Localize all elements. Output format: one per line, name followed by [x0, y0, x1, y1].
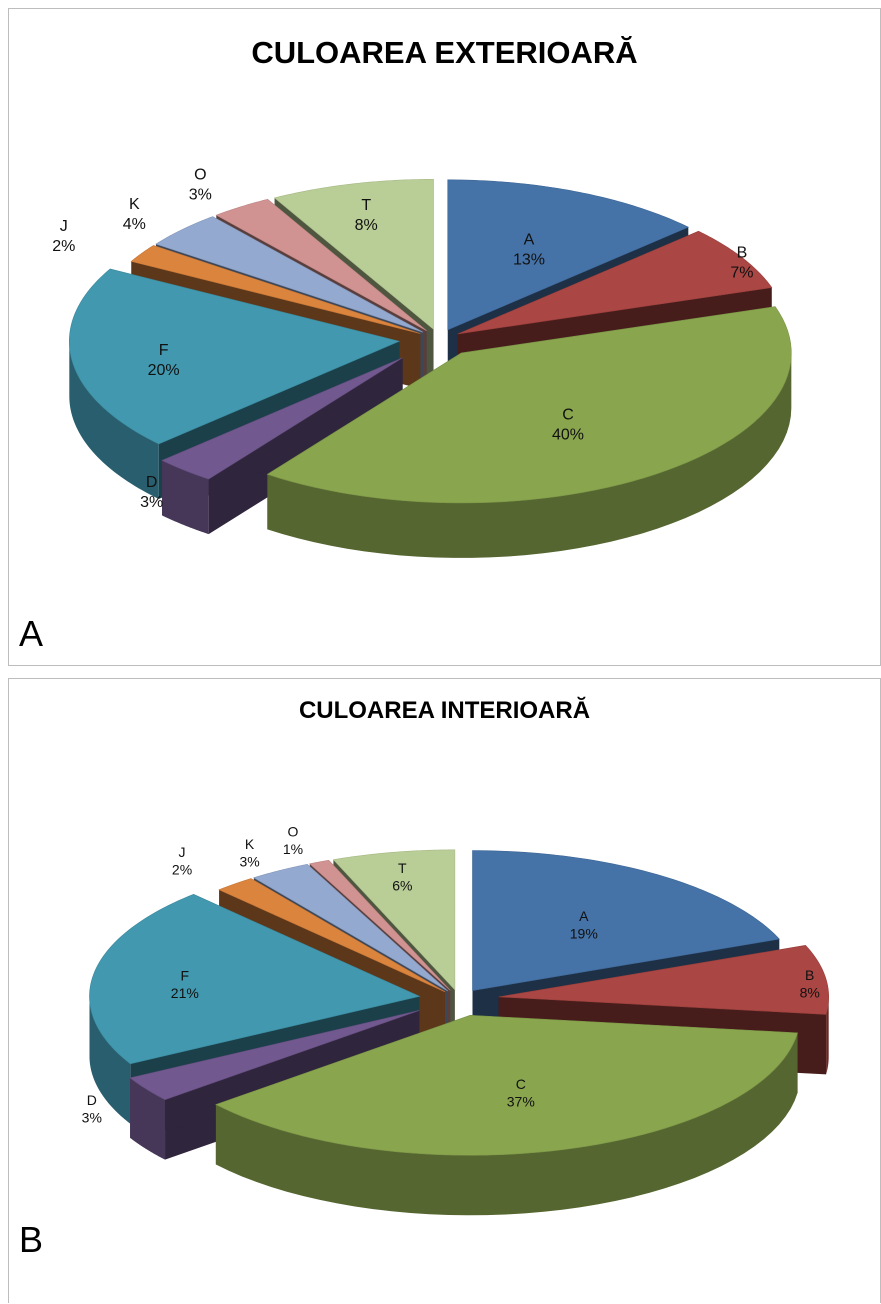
slice-label-D: D [146, 474, 158, 491]
slice-label-B: B [737, 245, 748, 262]
chart-panel-b: CULOAREA INTERIOARĂ A 19% B 8% C 37% D 3% F 21% J 2… [8, 678, 881, 1303]
slice-label-O: O [194, 166, 206, 183]
slice-label-J: J [60, 218, 68, 235]
panel-letter: B [19, 1219, 44, 1260]
slice-label-K: K [245, 836, 255, 852]
slice-label-A: A [524, 231, 535, 248]
slice-percent-T: 6% [392, 877, 412, 893]
slice-label-O: O [288, 823, 299, 839]
slice-label-K: K [129, 196, 140, 213]
slice-label-C: C [562, 407, 574, 424]
chart-panel-a: CULOAREA EXTERIOARĂ A 13% B 7% C 40% D 3% F 20% J 2… [8, 8, 881, 666]
slice-percent-K: 3% [239, 853, 259, 869]
pie-slice-C [215, 1014, 798, 1216]
pie-chart-interior: A19%B8%C37%D3%F21%J2%K3%O1%T6% [82, 823, 829, 1216]
slice-percent-F: 21% [171, 985, 199, 1001]
chart-title: CULOAREA EXTERIOARĂ [251, 35, 638, 70]
slice-label-A: A [579, 908, 589, 924]
pie-slice-D [161, 357, 403, 535]
slice-percent-B: 7% [730, 265, 753, 282]
slice-percent-C: 37% [507, 1094, 535, 1110]
panel-letter: A [19, 613, 44, 654]
slice-percent-D: 3% [82, 1109, 102, 1125]
slice-percent-K: 4% [123, 216, 146, 233]
pie-slice-C [266, 306, 792, 558]
slice-percent-T: 8% [355, 217, 378, 234]
slice-percent-A: 19% [570, 926, 598, 942]
slice-percent-O: 1% [283, 841, 303, 857]
slice-label-D: D [87, 1092, 97, 1108]
slice-label-B: B [805, 967, 814, 983]
slice-label-C: C [516, 1076, 526, 1092]
slice-label-T: T [361, 197, 371, 214]
slice-label-F: F [159, 342, 169, 359]
slice-label-F: F [181, 968, 190, 984]
slice-percent-A: 13% [513, 251, 545, 268]
slice-percent-J: 2% [172, 861, 192, 877]
slice-percent-C: 40% [552, 427, 584, 444]
slice-percent-B: 8% [800, 985, 820, 1001]
slice-percent-J: 2% [52, 238, 75, 255]
slice-percent-D: 3% [140, 494, 163, 511]
slice-percent-F: 20% [148, 362, 180, 379]
slice-label-T: T [398, 860, 407, 876]
chart-title: CULOAREA INTERIOARĂ [298, 697, 591, 724]
slice-percent-O: 3% [189, 186, 212, 203]
pie-chart-exterior: A 13% B 7% C 40% D 3% F 20% J 2% K 4% O 3% T 8% [52, 166, 792, 558]
slice-label-J: J [179, 844, 186, 860]
